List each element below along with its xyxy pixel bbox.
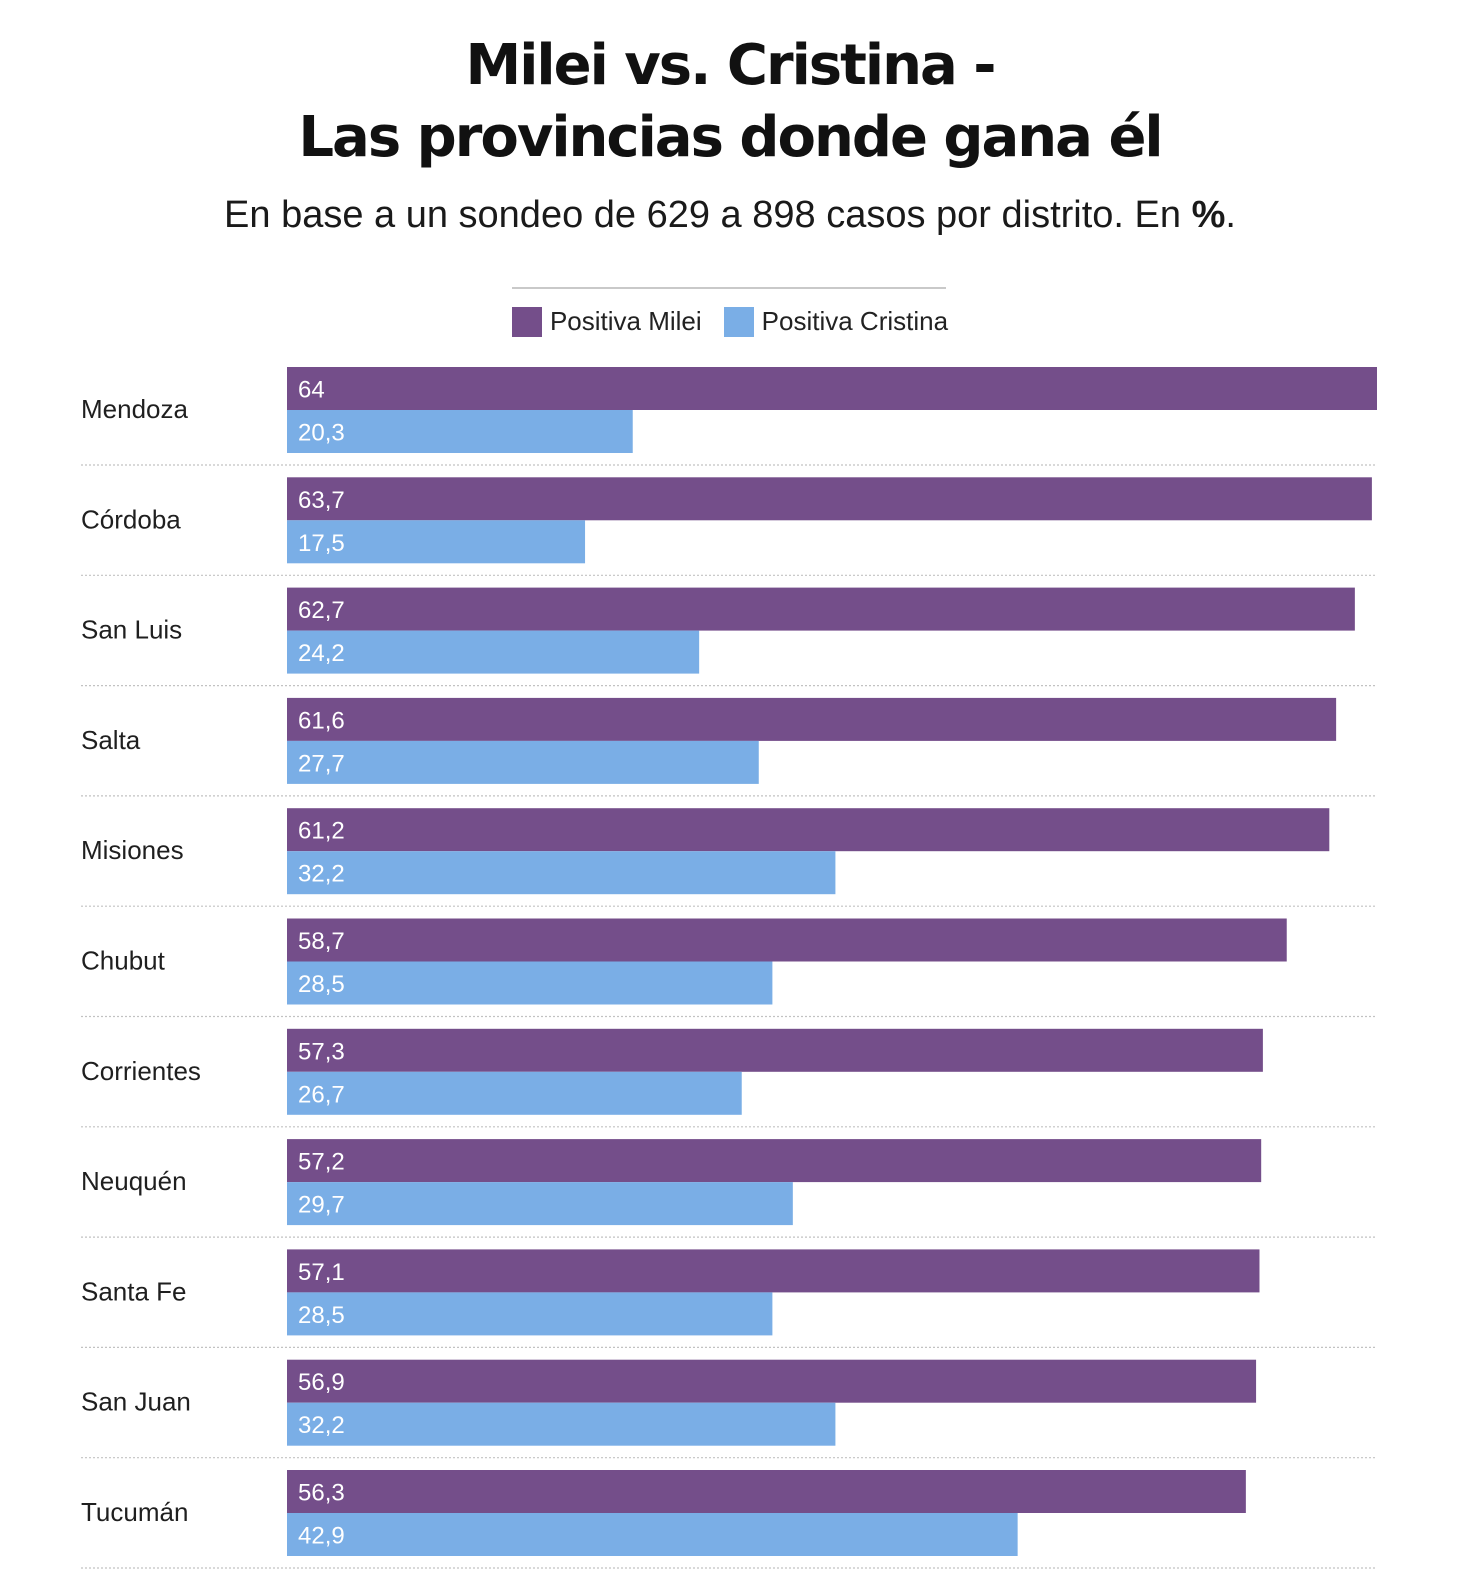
category-label: Santa Fe [81,1276,187,1306]
bar-milei [287,1359,1257,1403]
category-group: San Juan 56,9 32,2 [81,1359,1377,1459]
chart-title-line-1: Milei vs. Cristina - [465,33,997,98]
legend-label-cristina: Positiva Cristina [761,306,949,336]
category-group: Salta 61,6 27,7 [81,697,1377,797]
bar-milei [287,1470,1246,1513]
bar-milei [287,367,1377,410]
category-label: Mendoza [81,394,188,424]
value-label-milei: 57,2 [298,1149,345,1176]
value-label-cristina: 29,7 [298,1192,345,1219]
bar-cristina [287,1513,1018,1556]
chart-title: Milei vs. Cristina - Las provincias dond… [0,30,1460,174]
bar-milei [287,808,1330,852]
value-label-milei: 62,7 [298,597,345,624]
legend-label-milei: Positiva Milei [549,306,702,336]
subtitle-unit: % [1191,194,1226,236]
bar-milei [287,918,1287,962]
value-label-milei: 57,1 [298,1259,345,1286]
bar-cristina [287,740,759,784]
value-label-cristina: 28,5 [298,971,345,998]
category-group: Mendoza 64 20,3 [81,367,1377,466]
bar-cristina [287,961,773,1005]
category-label: Tucumán [81,1497,188,1527]
value-label-milei: 56,9 [298,1369,345,1396]
value-label-milei: 61,6 [298,707,345,734]
bar-cristina [287,1071,742,1115]
category-group: Neuquén 57,2 29,7 [81,1139,1377,1238]
legend-item-milei: Positiva Milei [511,306,702,337]
value-label-cristina: 42,9 [298,1523,345,1550]
bar-milei [287,697,1337,741]
category-label: San Juan [81,1387,191,1417]
bar-milei [287,1028,1263,1072]
category-group: Chubut 58,7 28,5 [81,918,1377,1018]
category-group: Corrientes 57,3 26,7 [81,1028,1377,1128]
bar-milei [287,587,1355,631]
legend: Positiva Milei Positiva Cristina [0,306,1460,337]
value-label-milei: 58,7 [298,928,345,955]
category-group: Misiones 61,2 32,2 [81,808,1377,907]
bar-cristina [287,1402,836,1446]
category-label: Córdoba [81,504,181,534]
value-label-cristina: 32,2 [298,1412,345,1439]
value-label-milei: 56,3 [298,1480,345,1507]
value-label-milei: 64 [298,377,325,404]
value-label-cristina: 20,3 [298,420,345,447]
bar-cristina [287,520,586,564]
category-label: Corrientes [81,1056,201,1086]
legend-swatch-milei [511,306,542,337]
chart-title-line-2: Las provincias donde gana él [298,105,1163,170]
bar-cristina [287,1182,793,1226]
value-label-cristina: 17,5 [298,530,345,557]
bar-cristina [287,410,633,453]
category-group: Tucumán 56,3 42,9 [81,1470,1377,1569]
bar-milei [287,1139,1262,1183]
subtitle-text: En base a un sondeo de 629 a 898 casos p… [224,194,1192,236]
bar-cristina [287,1292,773,1336]
category-group: Santa Fe 57,1 28,5 [81,1249,1377,1349]
subtitle-end: . [1225,194,1236,236]
bar-milei [287,1249,1260,1293]
category-label: Misiones [81,835,184,865]
category-label: San Luis [81,615,182,645]
value-label-milei: 57,3 [298,1038,345,1065]
value-label-cristina: 28,5 [298,1302,345,1329]
bar-cristina [287,851,836,895]
category-group: Córdoba 63,7 17,5 [81,477,1377,576]
category-label: Chubut [81,946,166,976]
chart-subtitle: En base a un sondeo de 629 a 898 casos p… [0,194,1460,237]
legend-swatch-cristina [723,306,754,337]
value-label-cristina: 26,7 [298,1081,345,1108]
value-label-milei: 63,7 [298,487,345,514]
category-label: Neuquén [81,1166,187,1196]
category-group: San Luis 62,7 24,2 [81,587,1377,687]
value-label-cristina: 32,2 [298,861,345,888]
category-label: Salta [81,725,141,755]
value-label-milei: 61,2 [298,818,345,845]
value-label-cristina: 24,2 [298,640,345,667]
value-label-cristina: 27,7 [298,750,345,777]
legend-item-cristina: Positiva Cristina [723,306,949,337]
title-divider [512,287,946,289]
bar-cristina [287,630,700,674]
bar-milei [287,477,1372,521]
